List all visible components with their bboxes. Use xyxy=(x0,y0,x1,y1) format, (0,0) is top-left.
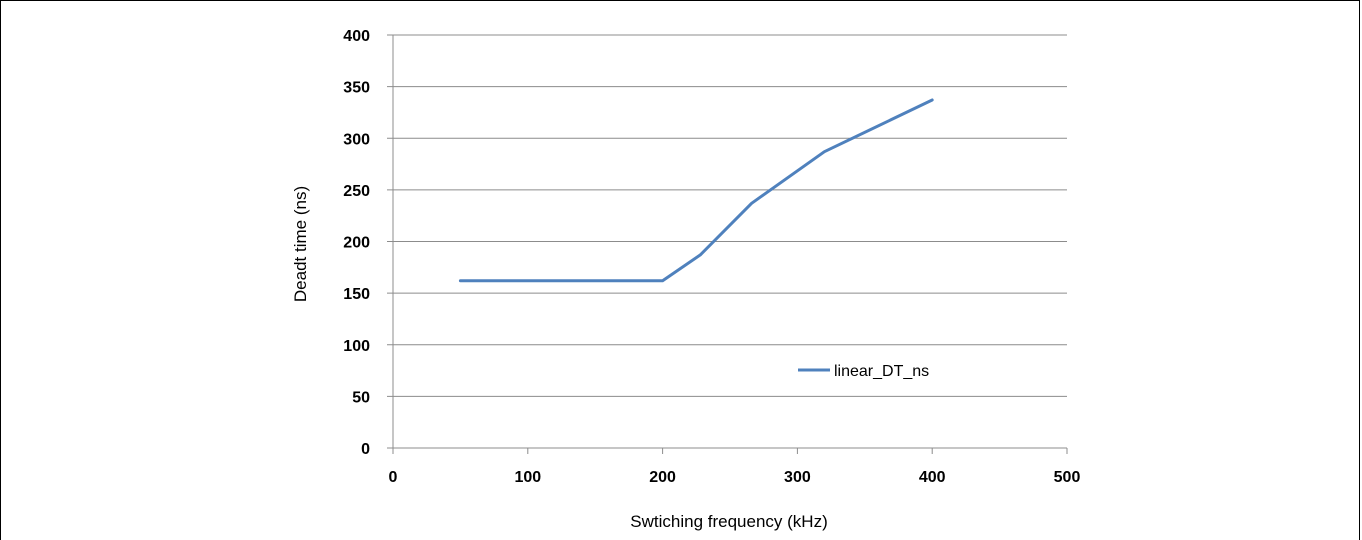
y-tick-label-150: 150 xyxy=(343,286,370,303)
y-tick-label-250: 250 xyxy=(343,183,370,200)
x-tick-label-400: 400 xyxy=(919,469,946,486)
series-lines xyxy=(458,98,934,283)
axes xyxy=(387,34,1068,454)
y-tick-label-350: 350 xyxy=(343,80,370,97)
x-tick-label-100: 100 xyxy=(514,469,541,486)
series-line-0 xyxy=(458,98,934,283)
x-tick-label-0: 0 xyxy=(389,469,398,486)
gridlines xyxy=(393,34,1067,397)
x-tick-labels: 0 100 200 300 400 500 xyxy=(389,469,1081,486)
x-tick-label-500: 500 xyxy=(1054,469,1081,486)
legend-label: linear_DT_ns xyxy=(834,363,929,380)
y-tick-label-200: 200 xyxy=(343,235,370,252)
x-tick-label-300: 300 xyxy=(784,469,811,486)
y-tick-label-50: 50 xyxy=(352,389,370,406)
legend: linear_DT_ns xyxy=(798,363,929,380)
y-tick-labels: 0 50 100 150 200 250 300 350 400 xyxy=(343,28,370,458)
y-tick-label-0: 0 xyxy=(361,441,370,458)
y-tick-label-100: 100 xyxy=(343,338,370,355)
x-axis-title: Swtiching frequency (kHz) xyxy=(630,512,827,531)
y-tick-label-300: 300 xyxy=(343,131,370,148)
x-tick-label-200: 200 xyxy=(649,469,676,486)
y-tick-label-400: 400 xyxy=(343,28,370,45)
y-axis-title: Deadt time (ns) xyxy=(291,186,310,302)
